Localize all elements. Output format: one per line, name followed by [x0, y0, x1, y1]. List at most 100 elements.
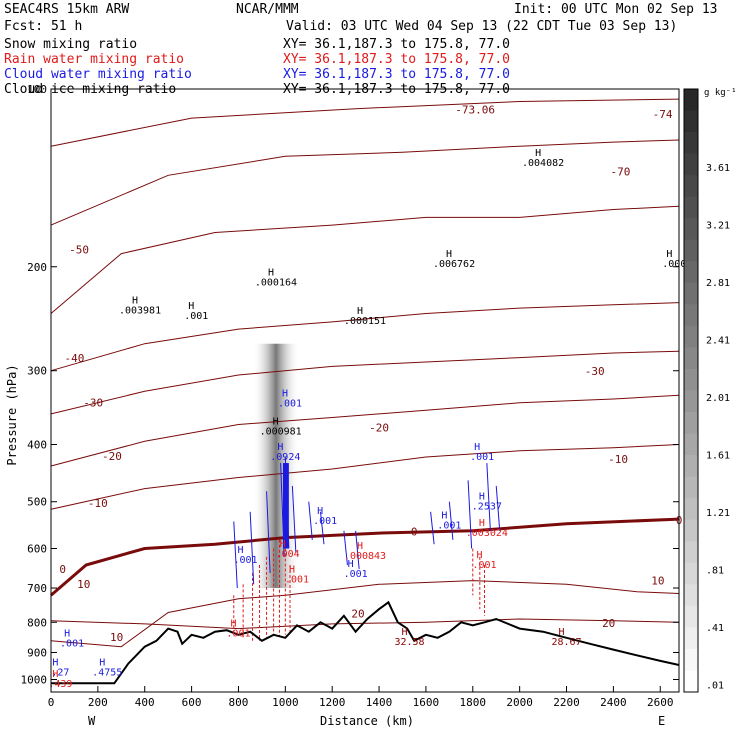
colorbar-swatch — [684, 261, 698, 284]
temperature-contour — [50, 205, 680, 314]
contour-label: -10 — [608, 453, 628, 466]
maximum-label: .001 — [285, 574, 309, 585]
contour-label: -73.06 — [455, 103, 495, 116]
colorbar-swatch — [684, 584, 698, 607]
maximum-label: .000981 — [260, 427, 302, 438]
x-tick-label: 1800 — [460, 696, 487, 709]
x-tick-label: 1200 — [319, 696, 346, 709]
terrain-surface — [51, 600, 680, 685]
high-marker: H — [446, 249, 452, 260]
contour-label: 0 — [59, 563, 66, 576]
maximum-label: .001 — [226, 628, 250, 639]
colorbar-swatch — [684, 433, 698, 456]
colorbar-swatch — [684, 239, 698, 262]
high-marker: H — [479, 518, 485, 529]
colorbar-swatch — [684, 304, 698, 327]
high-marker: H — [268, 267, 274, 278]
maximum-label: .000 — [662, 259, 686, 270]
cloud-water-contour — [291, 485, 297, 553]
x-axis-title: Distance (km) — [320, 714, 414, 728]
high-marker: H — [188, 301, 194, 312]
contour-label: -70 — [610, 165, 630, 178]
field-cloud-water: Cloud water mixing ratio — [4, 67, 192, 82]
cloud-water-contour — [448, 501, 454, 540]
maximum-label: .003981 — [119, 306, 161, 317]
high-marker: H — [52, 658, 58, 669]
y-axis-title: Pressure (hPa) — [5, 364, 19, 465]
colorbar-swatch — [684, 89, 698, 112]
x-tick-label: 2600 — [647, 696, 674, 709]
x-tick-label: 600 — [182, 696, 202, 709]
colorbar-swatch — [684, 498, 698, 521]
maximum-label: .006762 — [433, 259, 475, 270]
contour-labels: -50-40-30-20-100102010-30-20-10001020-70… — [59, 103, 682, 643]
temperature-contour — [50, 139, 680, 226]
high-marker: H — [357, 306, 363, 317]
contour-label: -10 — [88, 497, 108, 510]
high-marker: H — [280, 539, 286, 550]
colorbar-swatch — [684, 605, 698, 628]
terrain-line — [51, 600, 680, 685]
colorbar-label: .81 — [706, 566, 724, 577]
contour-label: 0 — [411, 525, 418, 538]
maximum-label: .001 — [472, 560, 496, 571]
valid-time: Valid: 03 UTC Wed 04 Sep 13 (22 CDT Tue … — [286, 19, 677, 34]
colorbar-label: 3.61 — [706, 163, 730, 174]
org-label: NCAR/MMM — [236, 2, 299, 17]
maximum-label: .001 — [60, 639, 84, 650]
x-tick-label: 2000 — [506, 696, 533, 709]
cloud-rain-contours — [233, 457, 501, 641]
maximum-label: .2537 — [472, 501, 502, 512]
colorbar-swatch — [684, 627, 698, 650]
cloud-water-contour — [467, 480, 473, 549]
x-tick-label: 1400 — [366, 696, 393, 709]
high-marker: H — [277, 442, 283, 453]
contour-label: -74 — [653, 108, 673, 121]
colorbar-swatch — [684, 519, 698, 542]
high-marker: H — [52, 669, 58, 680]
contour-label: 10 — [77, 578, 90, 591]
header: SEAC4RS 15km ARW NCAR/MMM Init: 00 UTC M… — [4, 2, 718, 97]
contour-label: -30 — [83, 397, 103, 410]
colorbar-label: 3.21 — [706, 221, 730, 232]
snow-plume — [252, 343, 300, 589]
y-tick-label: 600 — [27, 542, 47, 555]
colorbar-label: 2.01 — [706, 393, 730, 404]
forecast-hour: Fcst: 51 h — [4, 19, 82, 34]
colorbar-label: 1.21 — [706, 508, 730, 519]
high-marker: H — [348, 559, 354, 570]
field-snow: Snow mixing ratio — [4, 37, 137, 52]
colorbar-swatch — [684, 282, 698, 305]
high-marker: H — [282, 389, 288, 400]
colorbar-label: .41 — [706, 623, 724, 634]
maximum-label: 28.67 — [551, 637, 581, 648]
maximum-label: .001 — [184, 311, 208, 322]
cloud-water-contour — [266, 491, 271, 573]
temperature-contour — [50, 618, 680, 630]
colorbar-swatch — [684, 455, 698, 478]
maximum-label: .000843 — [344, 551, 386, 562]
colorbar-swatch — [684, 390, 698, 413]
init-time: Init: 00 UTC Mon 02 Sep 13 — [514, 2, 718, 17]
field-rain-xy: XY= 36.1,187.3 to 175.8, 77.0 — [283, 52, 510, 67]
colorbar-label: 2.81 — [706, 278, 730, 289]
model-title: SEAC4RS 15km ARW — [4, 2, 129, 17]
colorbar-label: 2.41 — [706, 336, 730, 347]
maximum-label: .004 — [276, 549, 300, 560]
high-marker: H — [477, 550, 483, 561]
y-tick-label: 300 — [27, 365, 47, 378]
contour-label: -30 — [585, 365, 605, 378]
cloud-water-contour — [308, 501, 313, 540]
colorbar-swatch — [684, 562, 698, 585]
colorbar-swatch — [684, 196, 698, 219]
snow-shading — [252, 343, 300, 589]
contour-label: 20 — [602, 617, 615, 630]
contour-label: 20 — [351, 607, 364, 620]
snow-plume-body — [252, 343, 300, 589]
colorbar-swatch — [684, 347, 698, 370]
temperature-contour — [50, 444, 680, 510]
east-label: E — [658, 714, 665, 728]
x-tick-label: 0 — [48, 696, 55, 709]
